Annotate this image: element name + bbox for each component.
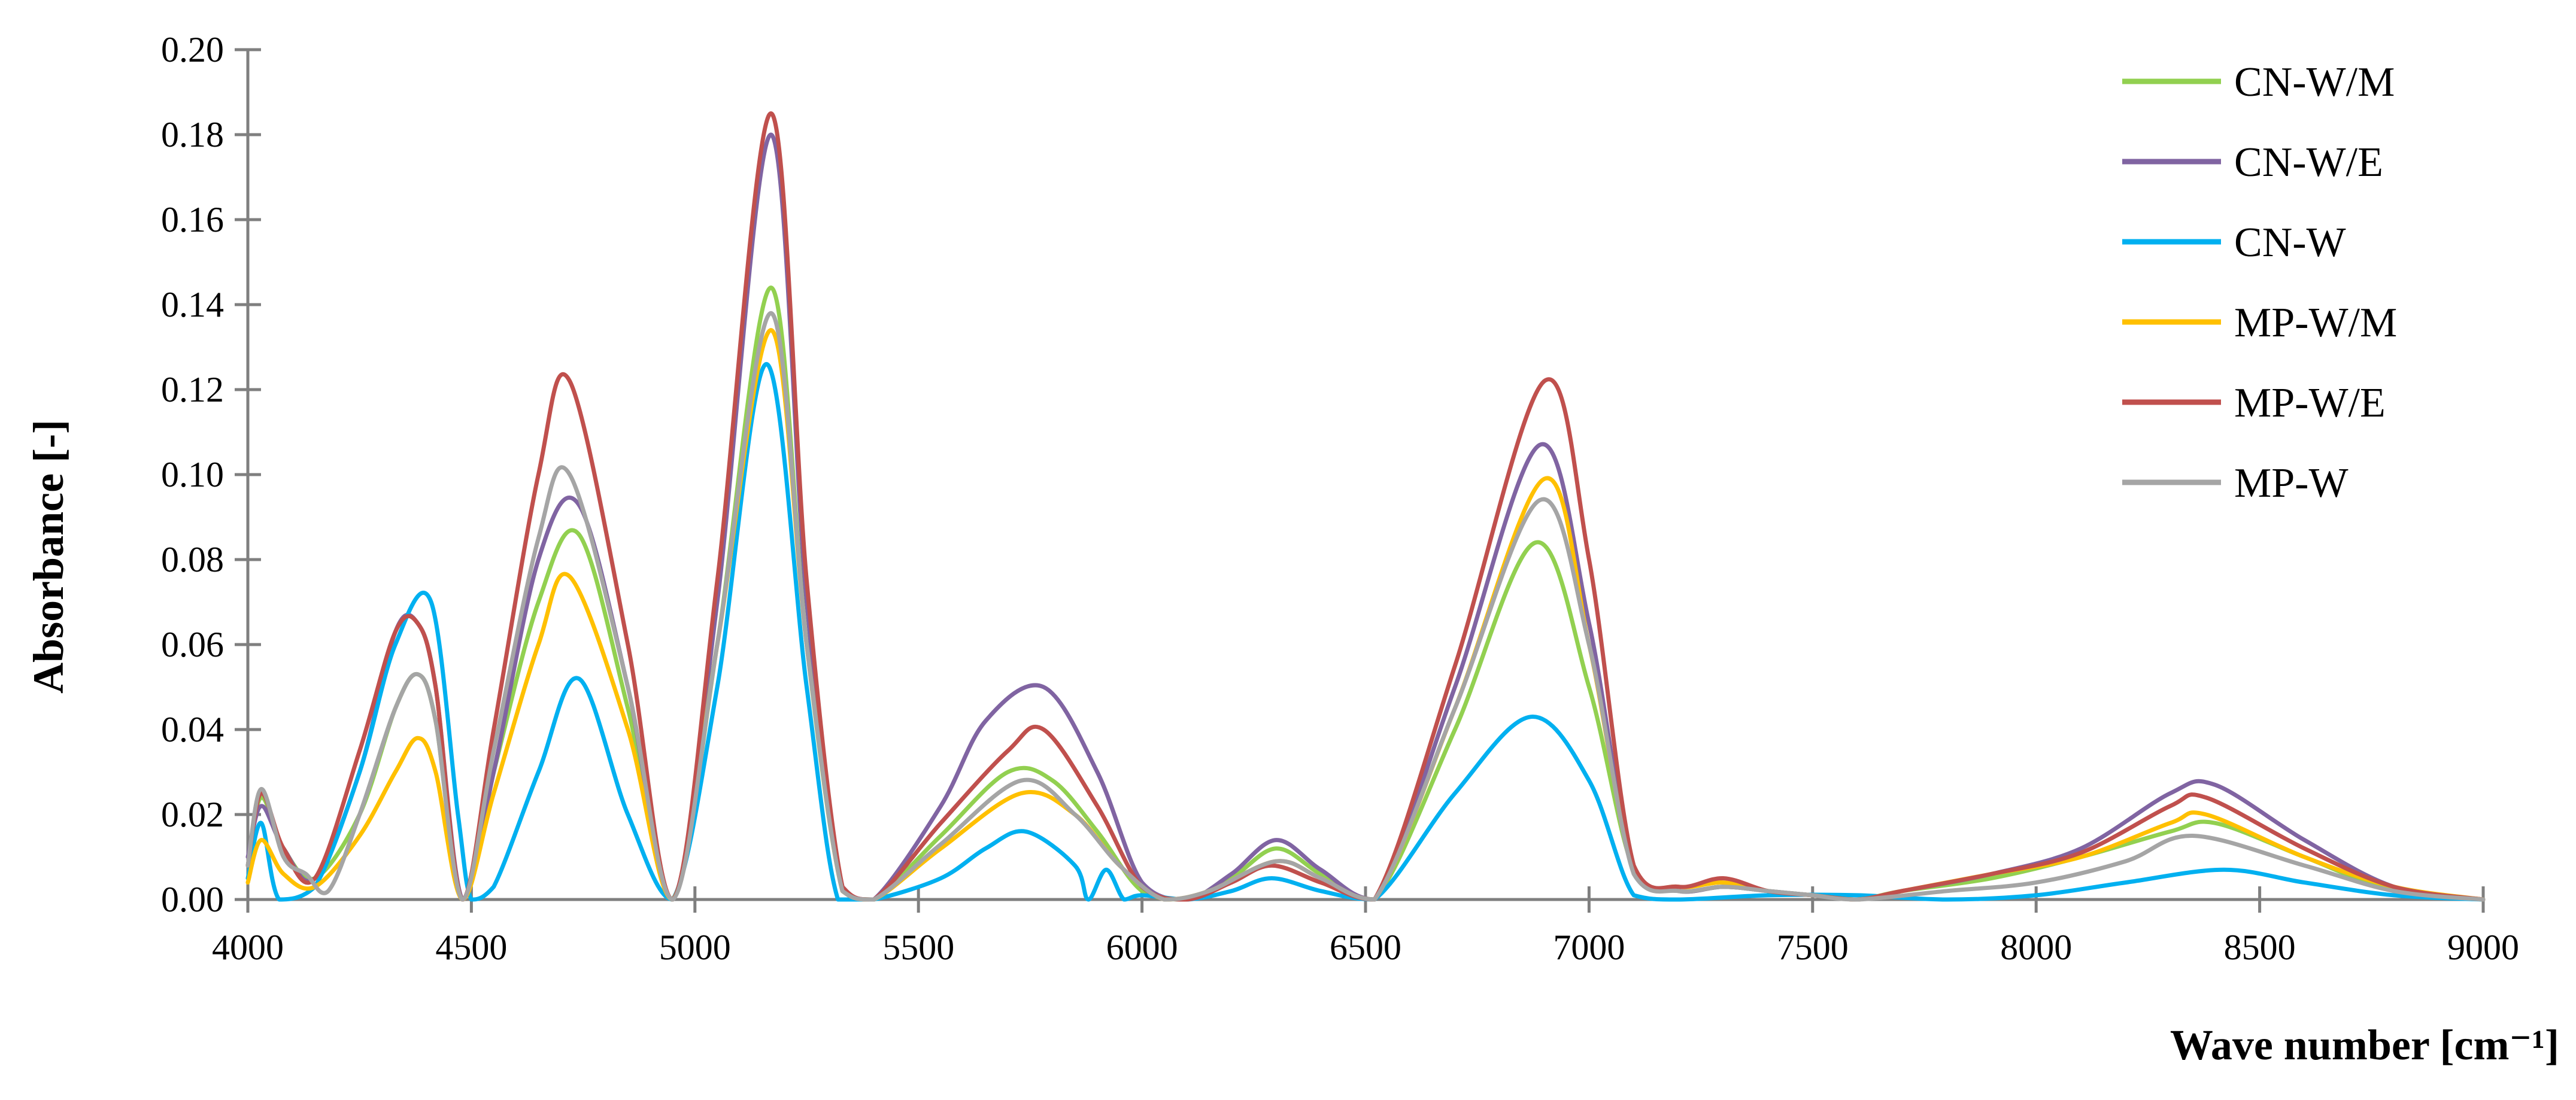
x-axis-title: Wave number [cm⁻¹] — [2170, 1021, 2559, 1069]
series-layer — [245, 111, 2486, 902]
y-tick-label: 0.10 — [161, 455, 224, 494]
x-tick-label: 7000 — [1553, 928, 1625, 967]
x-tick-label: 4000 — [212, 928, 284, 967]
legend-label-cn-w: CN-W — [2234, 220, 2346, 266]
x-axis: 4000 4500 5000 5500 6000 6500 7000 7500 8000 8500… — [212, 886, 2519, 967]
y-tick-label: 0.08 — [161, 540, 224, 579]
legend-label-cn-w-m: CN-W/M — [2234, 59, 2395, 105]
x-tick-label: 6000 — [1106, 928, 1178, 967]
legend-label-mp-w: MP-W — [2234, 460, 2349, 506]
y-tick-label: 0.04 — [161, 710, 224, 749]
y-tick-label: 0.12 — [161, 370, 224, 409]
series-line-mp-w — [245, 311, 2486, 902]
y-tick-label: 0.02 — [161, 795, 224, 834]
series-line-cn-w-e — [245, 132, 2486, 902]
y-tick-label: 0.14 — [161, 285, 224, 324]
legend-label-mp-w-m: MP-W/M — [2234, 300, 2397, 346]
x-tick-label: 8000 — [2000, 928, 2072, 967]
x-tick-label: 8500 — [2224, 928, 2296, 967]
x-tick-label: 6500 — [1330, 928, 1401, 967]
x-tick-label: 5500 — [882, 928, 954, 967]
x-tick-label: 7500 — [1777, 928, 1849, 967]
y-axis-title: Absorbance [-] — [25, 420, 72, 694]
y-tick-label: 0.00 — [161, 880, 224, 919]
y-tick-label: 0.16 — [161, 200, 224, 239]
x-tick-label: 4500 — [435, 928, 507, 967]
y-axis: 0.00 0.02 0.04 0.06 0.08 0.10 0.12 0.14 0.16 0.18… — [161, 30, 261, 919]
y-tick-label: 0.18 — [161, 115, 224, 154]
y-tick-label: 0.06 — [161, 625, 224, 664]
x-tick-label: 5000 — [659, 928, 731, 967]
legend-label-cn-w-e: CN-W/E — [2234, 139, 2383, 186]
y-tick-label: 0.20 — [161, 30, 224, 69]
x-tick-label: 9000 — [2447, 928, 2519, 967]
legend-label-mp-w-e: MP-W/E — [2234, 380, 2386, 426]
legend: CN-W/M CN-W/E CN-W MP-W/M MP-W/E MP-W — [2122, 59, 2397, 506]
